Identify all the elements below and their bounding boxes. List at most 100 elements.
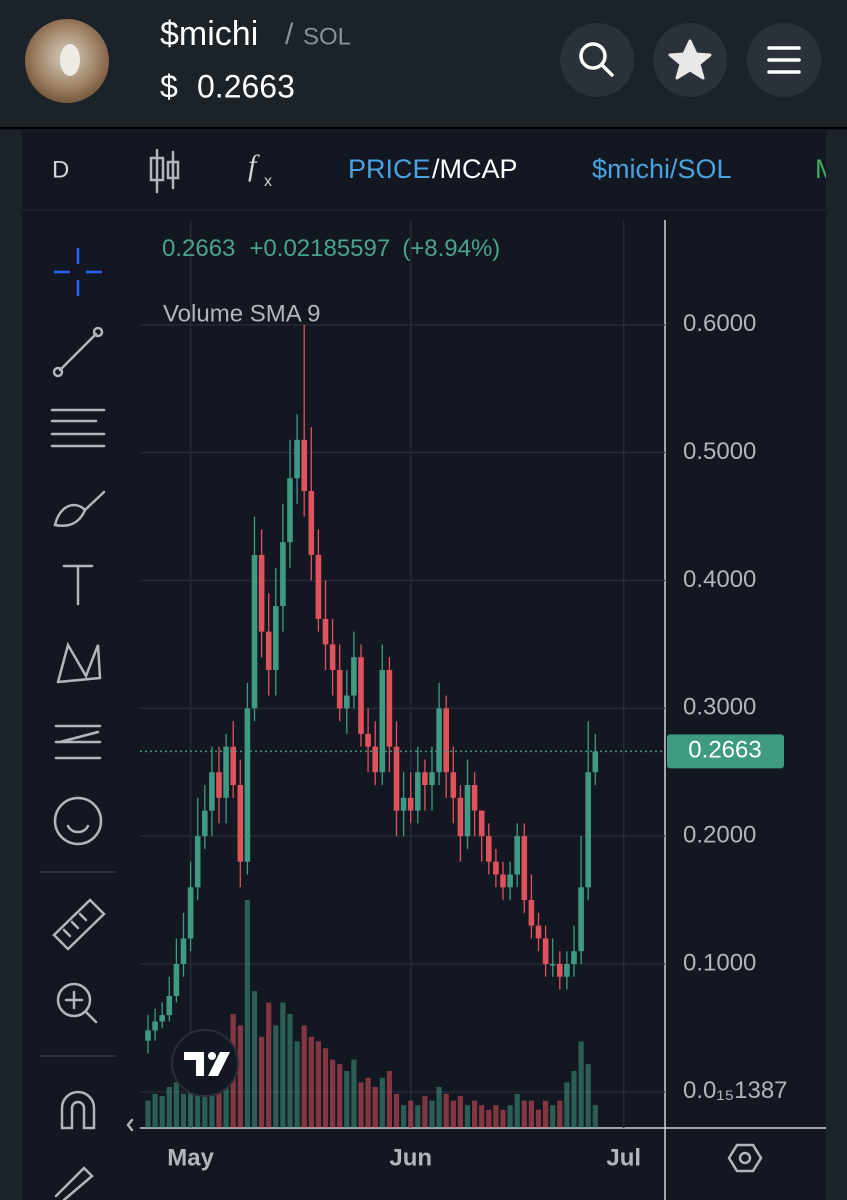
volume-bar [152, 1093, 158, 1128]
magnet-tool[interactable] [60, 1090, 96, 1130]
right-frame-mask [826, 140, 847, 200]
volume-bar [564, 1082, 570, 1128]
currency-sign: $ [160, 68, 178, 104]
candle-body [457, 797, 464, 837]
volume-bar [592, 1105, 598, 1128]
mcap-toggle[interactable]: /MCAP [432, 154, 518, 184]
candle-body [407, 797, 414, 811]
scroll-left[interactable] [126, 1118, 134, 1132]
avatar-cat [60, 44, 80, 76]
volume-bar [308, 1036, 314, 1128]
emoji-tool[interactable] [53, 796, 103, 846]
candle-body [273, 606, 279, 670]
menu-button[interactable] [747, 23, 821, 97]
candle-body [237, 785, 244, 862]
candle-body [258, 554, 265, 632]
volume-bar [273, 1025, 279, 1128]
candle-body [265, 631, 272, 670]
candle-icon-body [166, 160, 180, 180]
volume-bar [535, 1109, 542, 1128]
candle-body [365, 733, 371, 747]
volume-bar [315, 1041, 321, 1128]
volume-bar [365, 1077, 371, 1128]
candle-body [230, 746, 236, 786]
candle-body [280, 542, 286, 607]
search-icon-handle [600, 63, 614, 77]
fib-tool[interactable] [50, 408, 106, 448]
volume-bar [237, 1025, 243, 1128]
candle-body [592, 751, 599, 773]
token-price: 0.2663 [197, 68, 295, 104]
settings-button[interactable] [727, 1143, 763, 1173]
volume-bar [251, 991, 258, 1128]
volume-bar [415, 1105, 421, 1128]
menu-icon [767, 46, 801, 74]
candle-body [322, 618, 329, 645]
right-frame [826, 130, 847, 1200]
logo-bg [171, 1029, 239, 1097]
candle-body [173, 963, 180, 996]
favorite-button[interactable] [653, 23, 727, 97]
tradingview-logo[interactable] [171, 1029, 239, 1097]
x-tick-label: Jul [606, 1144, 641, 1171]
volume-bar [543, 1100, 549, 1128]
volume-bar [557, 1100, 563, 1128]
candle-body [351, 657, 357, 696]
candle-body [486, 836, 492, 862]
zoom-tool[interactable] [56, 982, 92, 1018]
logo-mark [208, 1052, 216, 1060]
candle-body [166, 995, 173, 1016]
price-toggle[interactable]: PRICE [348, 154, 431, 184]
chart-type-button[interactable] [149, 148, 180, 194]
star-icon [668, 39, 712, 80]
volume-bar [507, 1105, 513, 1128]
pattern-tool[interactable] [56, 641, 102, 684]
text-tool[interactable] [62, 564, 94, 606]
volume-bar [401, 1105, 407, 1128]
candle-body [429, 772, 435, 786]
volume-bar [500, 1109, 506, 1128]
volume-bar [578, 1041, 584, 1128]
candle-body [223, 746, 229, 798]
candle-body [294, 439, 300, 479]
candle-body [308, 491, 315, 555]
candle-body [436, 708, 442, 773]
volume-bar [280, 1002, 286, 1128]
candle-body [244, 708, 251, 862]
volume-bar [301, 1025, 307, 1128]
candle-body [571, 951, 577, 964]
volume-bar [521, 1100, 527, 1128]
brush-tool[interactable] [53, 490, 106, 527]
crosshair-tool[interactable] [54, 248, 102, 296]
candle-body [386, 669, 393, 747]
volume-bar [322, 1048, 329, 1128]
prediction-tool[interactable] [54, 724, 102, 760]
zoom-icon [64, 990, 98, 1024]
button-bg [560, 23, 634, 97]
volume-bar [550, 1105, 556, 1128]
volume-bar [514, 1093, 520, 1128]
pair-toggle[interactable]: $michi/SOL [592, 154, 732, 184]
volume-bar [372, 1086, 378, 1128]
interval-button[interactable]: D [52, 156, 69, 183]
candle-body [528, 900, 535, 926]
ruler-tool[interactable] [52, 898, 106, 951]
candle-body [443, 708, 449, 773]
y-tick-label: 0.1000 [683, 949, 756, 976]
candle-body [202, 810, 208, 837]
volume-bar [173, 1082, 179, 1128]
x-tick-label: Jun [389, 1144, 432, 1171]
volume-bar [202, 1077, 208, 1128]
search-button[interactable] [560, 23, 634, 97]
volume-bar [294, 1041, 300, 1128]
lock-tool[interactable] [54, 1166, 94, 1200]
volume-bar [479, 1105, 485, 1128]
candle-body [549, 963, 556, 966]
volume-bar [145, 1100, 151, 1128]
volume-bar [436, 1086, 442, 1128]
candle-body [415, 772, 421, 811]
candle-body [315, 554, 322, 619]
trendline-tool[interactable] [58, 332, 98, 372]
candle-body [535, 925, 542, 939]
